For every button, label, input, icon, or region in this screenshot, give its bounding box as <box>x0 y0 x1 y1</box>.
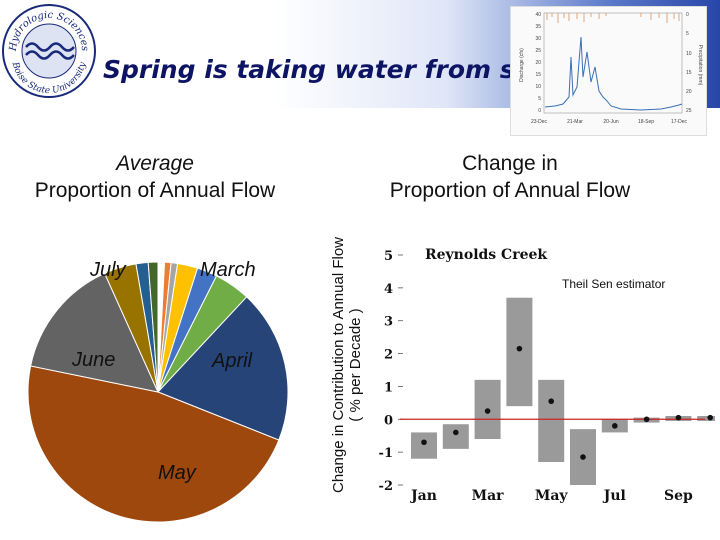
inset-right-tick: 25 <box>686 108 692 114</box>
theil-sen-annotation: Theil Sen estimator <box>562 277 666 291</box>
average-flow-pie-chart <box>27 261 289 523</box>
range-box-jan <box>411 432 437 459</box>
y-tick-label: 5 <box>384 249 393 264</box>
inset-left-tick: 20 <box>535 60 541 66</box>
inset-left-tick: 25 <box>535 48 541 54</box>
inset-left-tick: 30 <box>535 36 541 42</box>
range-box-feb <box>442 424 469 449</box>
pie-slice-apr <box>157 296 289 441</box>
discharge-inset-chart: 40 35 30 25 20 15 10 5 0 0 5 10 15 20 25… <box>510 6 707 136</box>
x-tick-label: May <box>535 488 569 504</box>
inset-x-tick: 17-Dec <box>671 119 688 125</box>
inset-precip-bars <box>546 13 680 23</box>
estimate-point-oct <box>707 414 713 421</box>
y-tick-label: 3 <box>384 315 393 330</box>
university-logo: Hydrologic Sciences Boise State Universi… <box>2 4 96 98</box>
estimate-point-may <box>548 398 554 405</box>
inset-left-tick: 0 <box>538 108 541 114</box>
estimate-point-feb <box>453 429 459 436</box>
change-chart-y-axis-label: Change in Contribution to Annual Flow ( … <box>330 210 364 520</box>
y-tick-label: -2 <box>379 479 393 494</box>
inset-right-tick: 5 <box>686 31 689 37</box>
y-tick-label: 0 <box>384 413 393 428</box>
chart-title: Reynolds Creek <box>425 247 547 263</box>
inset-left-tick: 40 <box>535 12 541 18</box>
average-proportion-heading: Average Proportion of Annual Flow <box>0 150 310 204</box>
pie-label-july: July <box>90 259 126 281</box>
y-tick-label: 1 <box>384 380 393 395</box>
average-heading-line1: Average <box>116 152 194 175</box>
pie-slice-may <box>27 365 280 523</box>
reynolds-creek-change-chart: Reynolds Creek -2 -1 0 1 2 3 4 5 Jan Mar May Jul Sep <box>379 247 715 504</box>
inset-x-tick: 20-Jun <box>603 119 619 125</box>
estimate-point-jul <box>612 423 618 429</box>
inset-left-tick: 15 <box>535 72 541 78</box>
estimate-point-jun <box>580 454 586 460</box>
inset-x-tick: 18-Sep <box>638 119 654 125</box>
inset-discharge-line <box>544 36 683 111</box>
range-box-oct <box>697 416 715 421</box>
estimate-point-aug <box>643 416 650 423</box>
pie-label-may: May <box>158 462 196 484</box>
inset-right-tick: 10 <box>686 51 692 57</box>
change-heading-line2: Proportion of Annual Flow <box>389 179 631 202</box>
average-heading-line2: Proportion of Annual Flow <box>34 179 276 202</box>
x-tick-label: Sep <box>664 488 693 504</box>
estimate-point-mar <box>484 408 491 414</box>
estimate-point-jan <box>421 439 427 446</box>
inset-left-tick: 10 <box>535 84 541 90</box>
pie-slice-jun <box>30 272 159 393</box>
x-tick-label: Mar <box>472 488 505 504</box>
pie-label-april: April <box>212 350 253 372</box>
inset-right-tick: 0 <box>686 12 689 18</box>
pie-label-june: June <box>72 349 116 371</box>
wave-icon <box>25 50 75 60</box>
y-tick-label: 2 <box>384 348 393 363</box>
pie-slice-sep <box>147 261 159 393</box>
inset-left-tick: 5 <box>538 96 541 102</box>
inset-ylabel-left: Discharge (cfs) <box>519 48 525 82</box>
y-tick-label: -1 <box>379 446 393 461</box>
slide-title: Spring is taking water from sum <box>103 55 559 84</box>
estimate-point-sep <box>675 414 682 421</box>
inset-right-tick: 15 <box>686 70 692 76</box>
x-tick-label: Jul <box>602 488 626 504</box>
inset-left-tick: 35 <box>535 24 541 30</box>
inset-x-tick: 23-Dec <box>531 119 548 125</box>
estimate-point-apr <box>516 345 523 352</box>
wave-icon <box>25 42 75 52</box>
range-box-may <box>538 379 565 462</box>
y-axis-label-line1: Change in Contribution to Annual Flow <box>330 237 347 493</box>
inset-right-tick: 20 <box>686 89 692 95</box>
x-tick-label: Jan <box>409 488 437 504</box>
inset-ylabel-right: Precipitation (mm) <box>697 45 703 86</box>
pie-label-march: March <box>200 259 256 281</box>
change-proportion-heading: Change in Proportion of Annual Flow <box>355 150 665 204</box>
inset-x-tick: 21-Mar <box>567 119 583 125</box>
change-heading-line1: Change in <box>462 152 558 175</box>
y-tick-label: 4 <box>384 282 393 297</box>
range-box-apr <box>506 297 533 407</box>
